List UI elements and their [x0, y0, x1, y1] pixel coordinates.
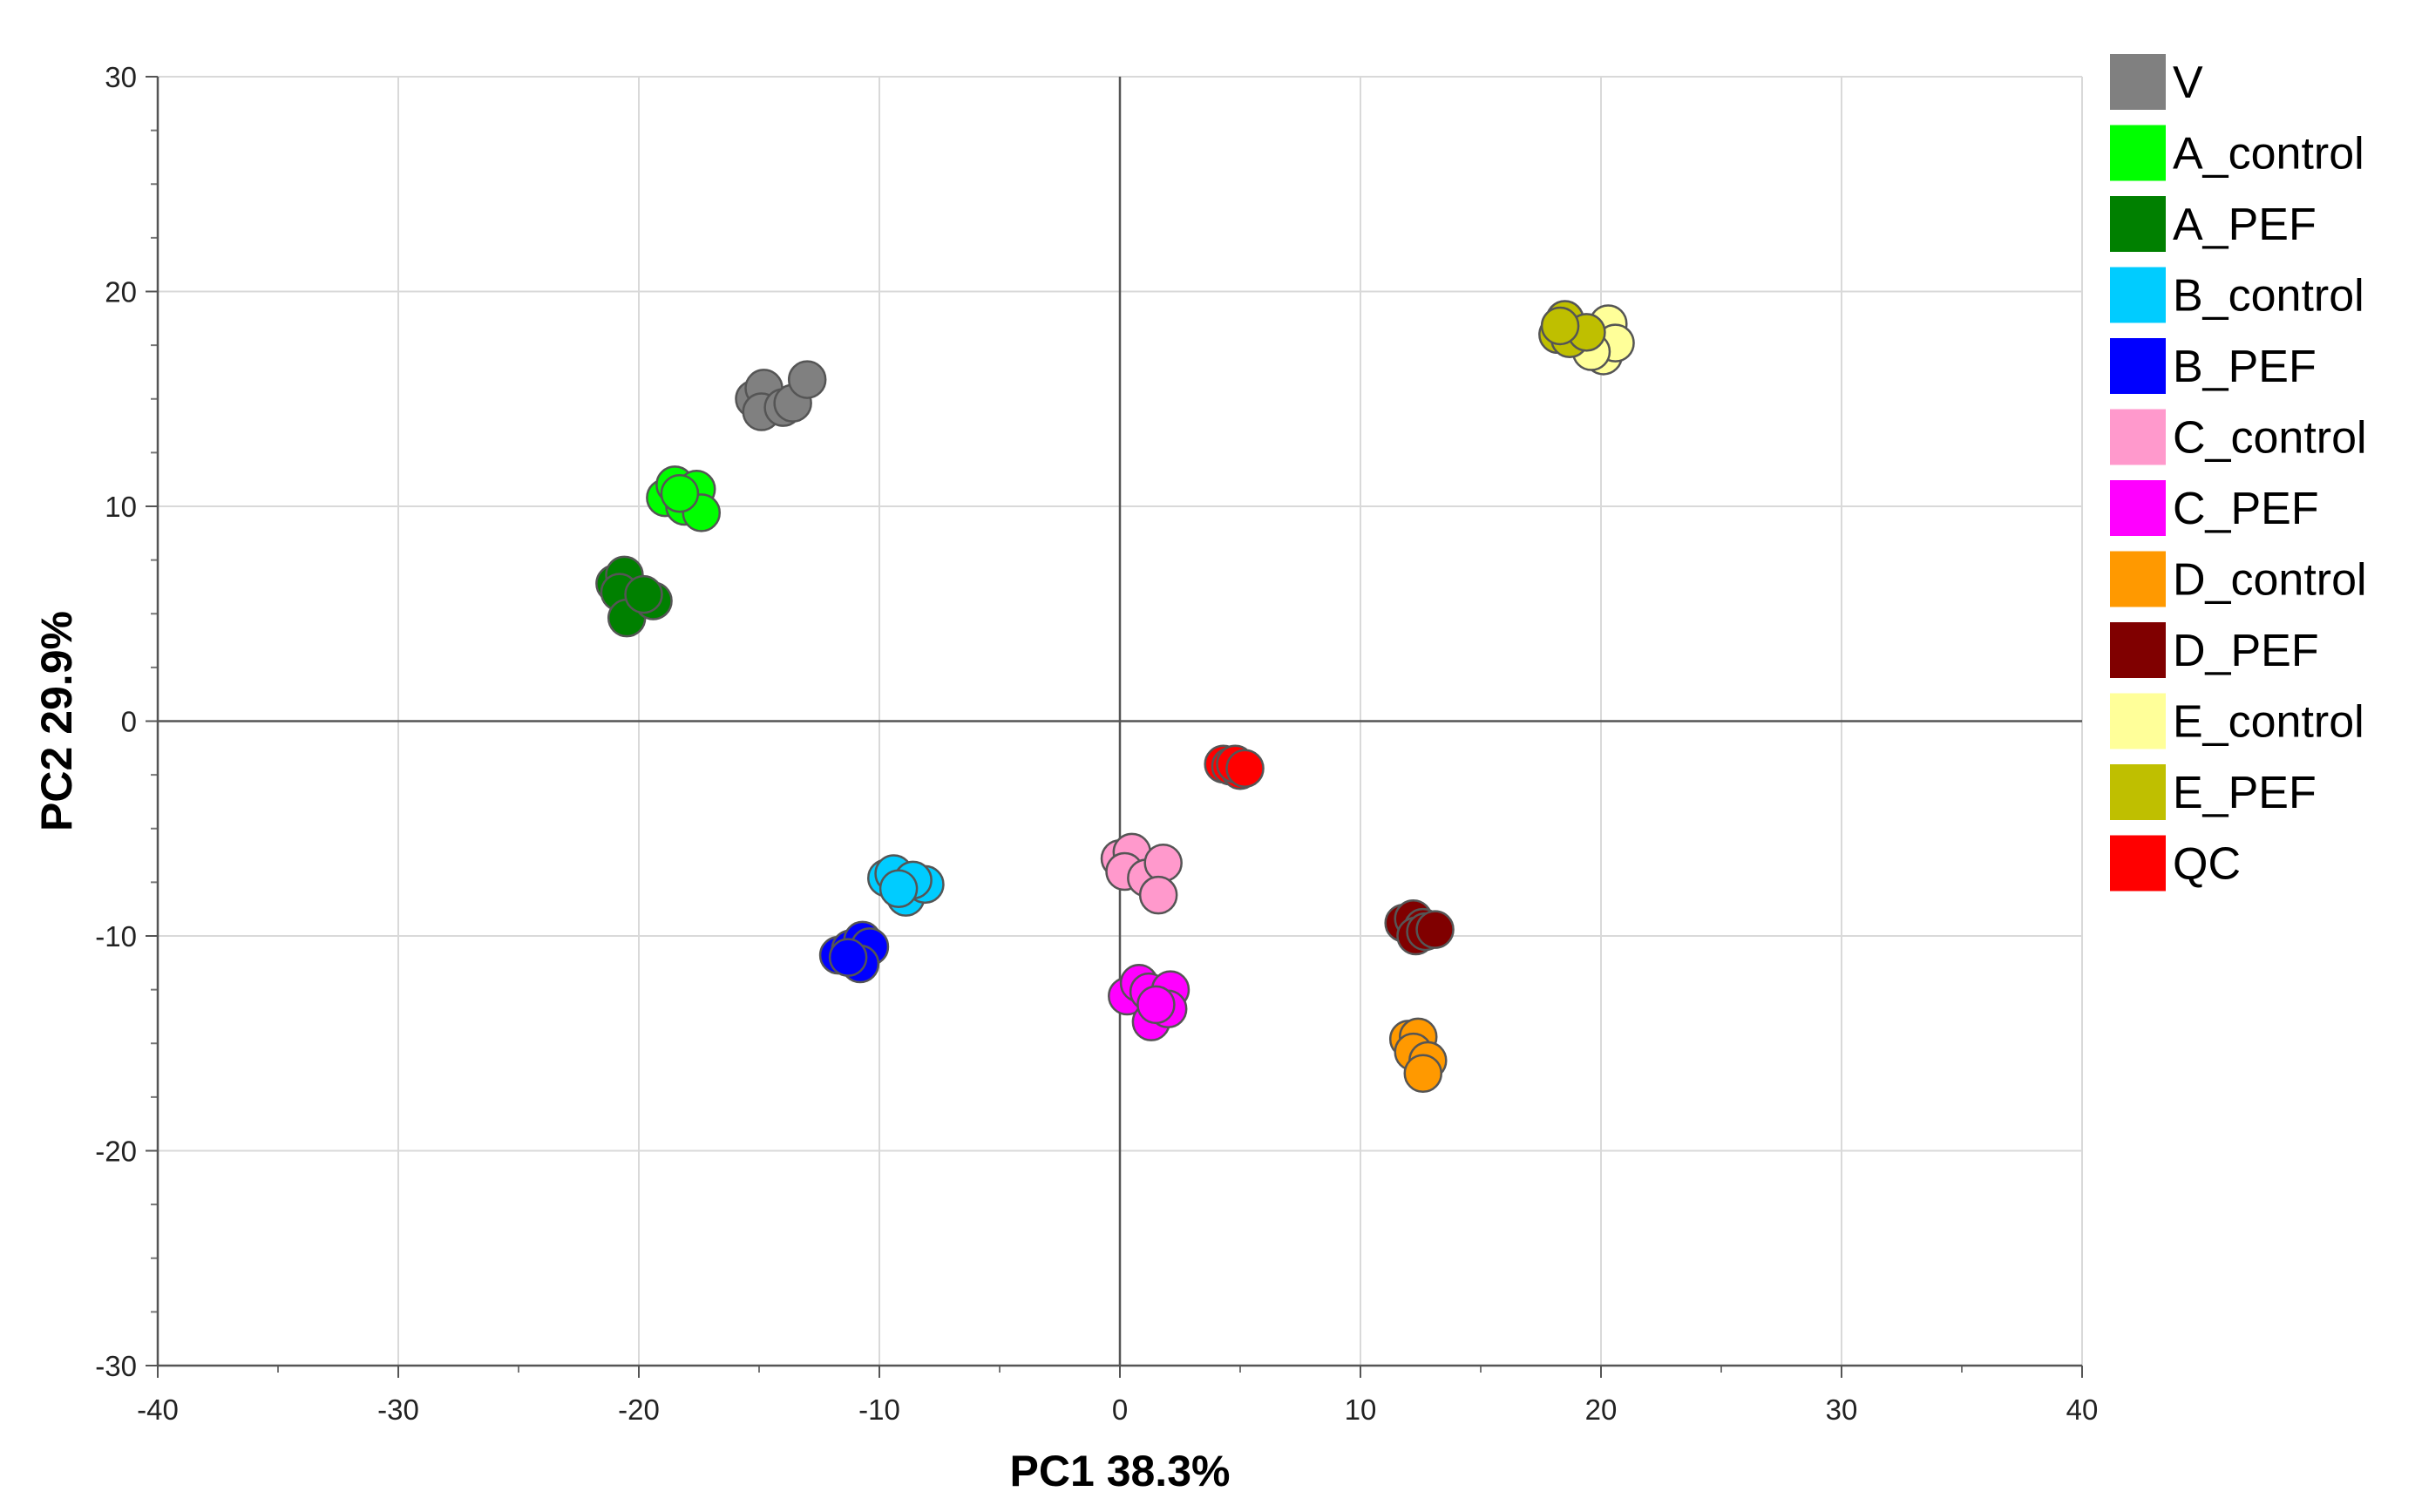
legend-swatch — [2110, 54, 2166, 110]
y-tick-label: 0 — [121, 706, 137, 738]
y-tick-label: -20 — [95, 1136, 137, 1168]
data-point — [660, 473, 700, 513]
legend-swatch — [2110, 551, 2166, 607]
legend-swatch — [2110, 693, 2166, 749]
legend-label: E_PEF — [2173, 768, 2317, 818]
legend-label: E_control — [2173, 697, 2364, 748]
legend-swatch — [2110, 409, 2166, 465]
data-point — [1143, 843, 1183, 883]
y-axis-title: PC2 29.9% — [32, 611, 81, 831]
axes — [146, 76, 2083, 1378]
legend-label: A_control — [2173, 129, 2364, 180]
data-point — [1225, 749, 1265, 788]
legend-label: B_PEF — [2173, 342, 2317, 392]
legend-swatch — [2110, 480, 2166, 536]
x-tick-label: 10 — [1345, 1393, 1377, 1426]
data-point — [1403, 1054, 1443, 1094]
legend-swatch — [2110, 622, 2166, 678]
data-point — [1138, 875, 1178, 915]
x-tick-label: -20 — [618, 1393, 660, 1426]
legend: V A_control A_PEF B_control B_PEF C_control C_… — [2110, 54, 2367, 892]
x-tick-label: 30 — [1826, 1393, 1858, 1426]
y-tick-label: 30 — [105, 61, 137, 93]
legend-label: D_control — [2173, 555, 2367, 606]
y-tick-label: 20 — [105, 276, 137, 309]
legend-swatch — [2110, 125, 2166, 181]
data-point — [1540, 306, 1580, 346]
legend-label: QC — [2173, 839, 2241, 890]
data-point — [787, 360, 827, 399]
x-axis-title: PC1 38.3% — [1010, 1447, 1231, 1495]
data-point — [624, 574, 663, 614]
y-tick-label: -30 — [95, 1350, 137, 1382]
x-tick-label: -30 — [377, 1393, 419, 1426]
x-tick-label: 0 — [1112, 1393, 1128, 1426]
data-point — [828, 938, 868, 977]
x-tick-label: 40 — [2066, 1393, 2099, 1426]
data-point — [1415, 910, 1455, 949]
x-tick-label: -10 — [858, 1393, 900, 1426]
legend-swatch — [2110, 835, 2166, 892]
legend-label: A_PEF — [2173, 200, 2317, 250]
data-point — [1136, 985, 1176, 1025]
y-tick-label: -10 — [95, 920, 137, 953]
legend-label: C_PEF — [2173, 484, 2319, 534]
legend-swatch — [2110, 338, 2166, 394]
data-points — [595, 300, 1635, 1094]
legend-label: C_control — [2173, 413, 2367, 464]
legend-swatch — [2110, 267, 2166, 323]
legend-label: V — [2173, 58, 2203, 108]
legend-swatch — [2110, 764, 2166, 820]
x-tick-label: 20 — [1585, 1393, 1618, 1426]
x-tick-label: -40 — [137, 1393, 179, 1426]
legend-label: B_control — [2173, 271, 2364, 322]
legend-label: D_PEF — [2173, 626, 2319, 676]
y-tick-label: 10 — [105, 491, 137, 523]
legend-swatch — [2110, 196, 2166, 252]
data-point — [878, 869, 919, 909]
